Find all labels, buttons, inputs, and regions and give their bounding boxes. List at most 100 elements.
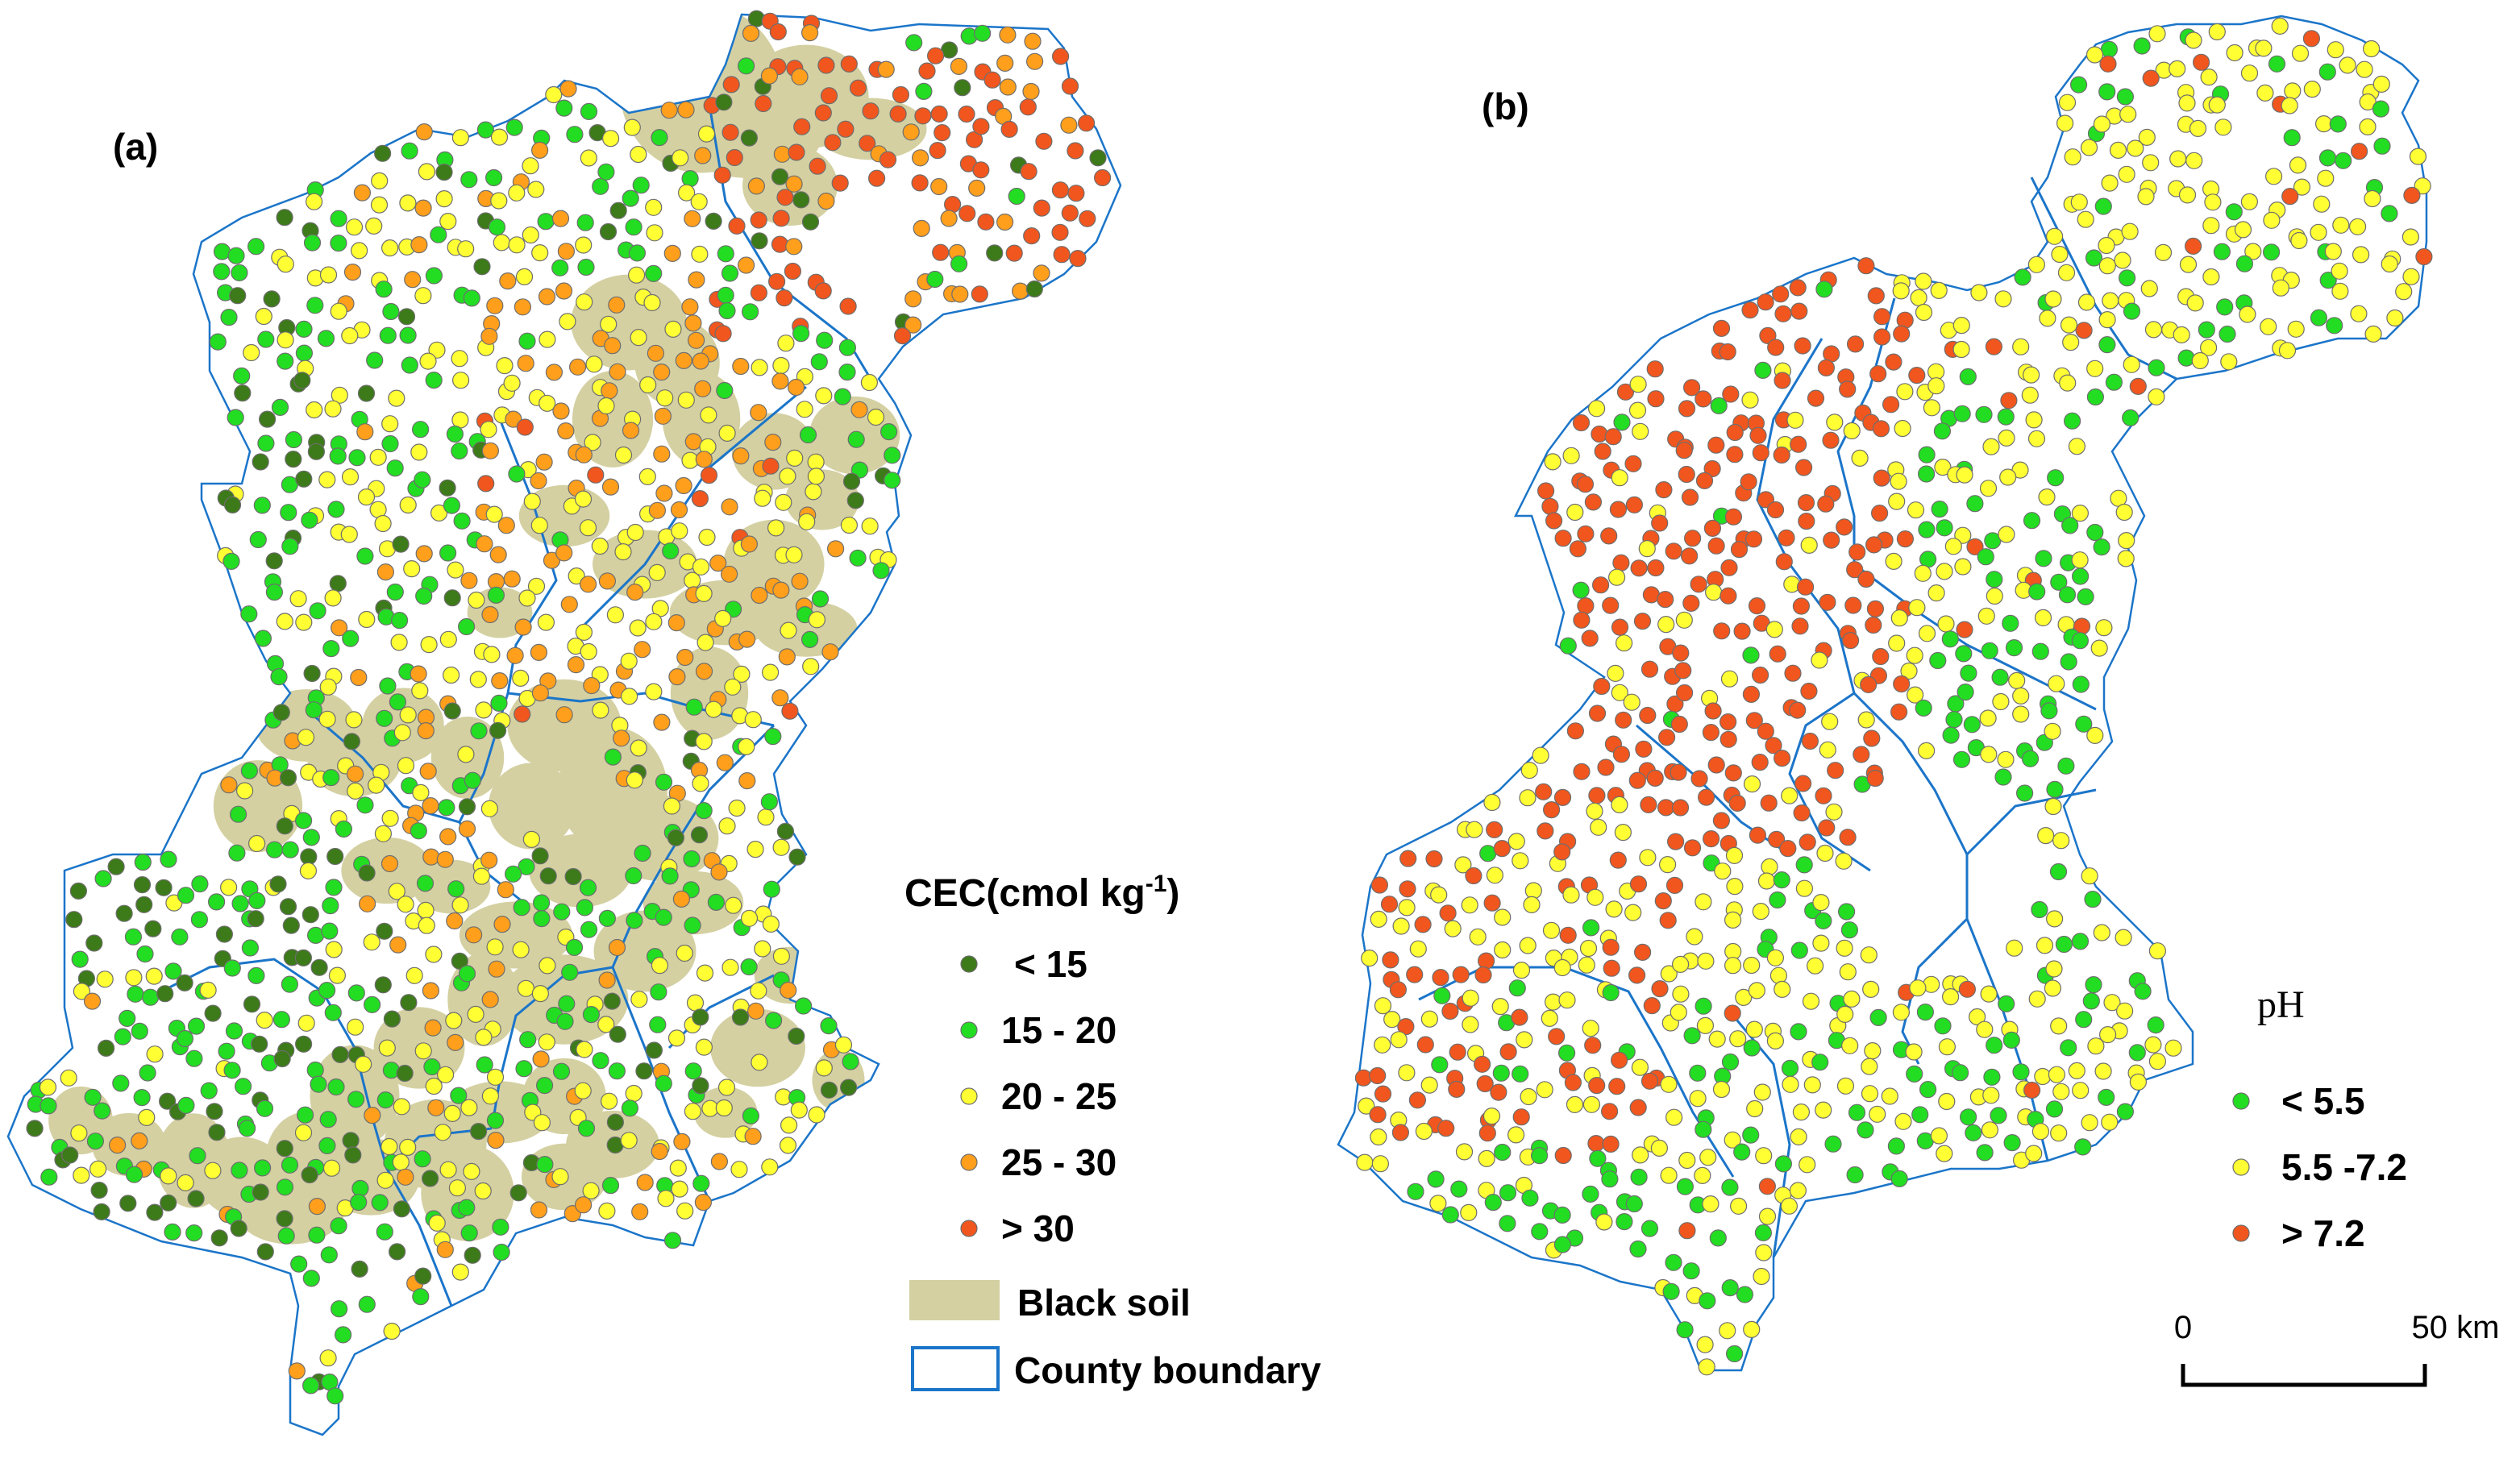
ph-sample-point	[2075, 715, 2093, 733]
cec-sample-point	[645, 1041, 663, 1059]
cec-sample-point	[791, 68, 809, 85]
cec-sample-point	[318, 1137, 336, 1155]
cec-sample-point	[443, 1104, 461, 1123]
cec-sample-point	[838, 339, 857, 356]
cec-sample-point	[904, 316, 922, 334]
ph-sample-point	[2319, 272, 2337, 289]
cec-legend-swatch	[960, 1153, 978, 1171]
cec-sample-point	[499, 272, 517, 290]
ph-sample-point	[2077, 210, 2094, 228]
ph-sample-point	[2000, 392, 2018, 409]
ph-sample-point	[2050, 1017, 2068, 1035]
cec-sample-point	[255, 307, 272, 326]
cec-sample-point	[861, 517, 879, 535]
ph-sample-point	[2036, 937, 2054, 954]
ph-sample-point	[1749, 426, 1767, 444]
cec-sample-point	[805, 483, 822, 501]
ph-sample-point	[1577, 525, 1595, 542]
cec-sample-point	[676, 1202, 694, 1220]
cec-sample-point	[771, 372, 789, 390]
ph-sample-point	[1542, 921, 1561, 939]
cec-sample-point	[497, 517, 515, 534]
ph-sample-point	[1721, 1053, 1740, 1071]
ph-sample-point	[1836, 1077, 1855, 1095]
cec-sample-point	[775, 493, 792, 511]
cec-sample-point	[115, 904, 133, 922]
ph-sample-point	[2128, 1044, 2146, 1062]
cec-sample-point	[530, 517, 548, 534]
cec-sample-point	[694, 1193, 713, 1212]
ph-sample-point	[1915, 272, 1932, 290]
ph-sample-point	[1646, 360, 1664, 378]
cec-sample-point	[764, 727, 782, 746]
ph-sample-point	[1611, 469, 1628, 487]
cec-sample-point	[911, 174, 929, 192]
cec-sample-point	[210, 1229, 228, 1247]
ph-sample-point	[2263, 211, 2281, 229]
cec-sample-point	[632, 177, 650, 194]
cec-sample-point	[468, 591, 485, 609]
ph-sample-point	[1512, 961, 1531, 979]
ph-sample-point	[1914, 564, 1932, 582]
ph-sample-point	[2045, 960, 2063, 978]
ph-sample-point	[1611, 796, 1628, 814]
ph-sample-point	[2278, 342, 2297, 360]
cec-sample-point	[820, 1016, 838, 1035]
ph-sample-point	[1559, 926, 1577, 944]
cec-sample-point	[270, 667, 288, 686]
cec-sample-point	[381, 809, 399, 827]
ph-sample-point	[1683, 839, 1702, 857]
black-soil-patch	[807, 674, 902, 745]
ph-sample-point	[1594, 443, 1611, 460]
cec-sample-point	[940, 210, 958, 227]
cec-sample-point	[295, 320, 313, 338]
cec-sample-point	[516, 418, 534, 436]
ph-sample-point	[1815, 787, 1832, 804]
ph-sample-point	[2154, 243, 2173, 261]
ph-sample-point	[2138, 128, 2156, 146]
ph-sample-point	[1584, 1037, 1602, 1054]
cec-sample-point	[539, 394, 556, 412]
ph-sample-point	[2137, 188, 2155, 206]
ph-sample-point	[2006, 939, 2023, 957]
cec-sample-point	[691, 245, 709, 263]
cec-sample-point	[310, 958, 328, 976]
ph-sample-point	[1753, 1267, 1770, 1286]
ph-sample-point	[1797, 578, 1815, 596]
ph-sample-point	[1640, 796, 1657, 814]
cec-sample-point	[817, 56, 835, 74]
cec-sample-point	[551, 259, 569, 276]
cec-sample-point	[439, 1161, 457, 1178]
ph-sample-point	[1933, 422, 1951, 440]
cec-sample-point	[487, 586, 505, 605]
cec-sample-point	[256, 1099, 274, 1117]
cec-sample-point	[724, 678, 742, 696]
cec-sample-point	[418, 163, 436, 181]
ph-sample-point	[1607, 664, 1624, 683]
ph-sample-point	[2099, 1025, 2117, 1044]
ph-legend-swatch	[2232, 1092, 2250, 1110]
ph-sample-point	[2077, 588, 2094, 606]
cec-sample-point	[145, 967, 163, 985]
cec-sample-point	[517, 355, 534, 372]
cec-sample-point	[796, 401, 813, 418]
ph-sample-point	[2225, 203, 2243, 221]
cec-sample-point	[356, 796, 374, 814]
ph-sample-point	[1740, 473, 1757, 491]
ph-sample-point	[2046, 227, 2064, 245]
cec-sample-point	[335, 820, 352, 838]
cec-sample-point	[715, 1099, 733, 1117]
cec-sample-point	[306, 401, 323, 419]
ph-sample-point	[1582, 1185, 1599, 1203]
ph-sample-point	[1657, 615, 1675, 634]
cec-sample-point	[527, 181, 545, 198]
ph-sample-point	[1511, 1008, 1528, 1026]
ph-sample-point	[1398, 1064, 1416, 1082]
cec-sample-point	[481, 1087, 500, 1105]
ph-sample-point	[1733, 1143, 1751, 1161]
ph-sample-point	[1675, 611, 1693, 629]
cec-sample-point	[508, 465, 526, 483]
ph-sample-point	[1769, 891, 1786, 909]
ph-sample-point	[1640, 1072, 1659, 1090]
cec-sample-point	[631, 1203, 649, 1220]
